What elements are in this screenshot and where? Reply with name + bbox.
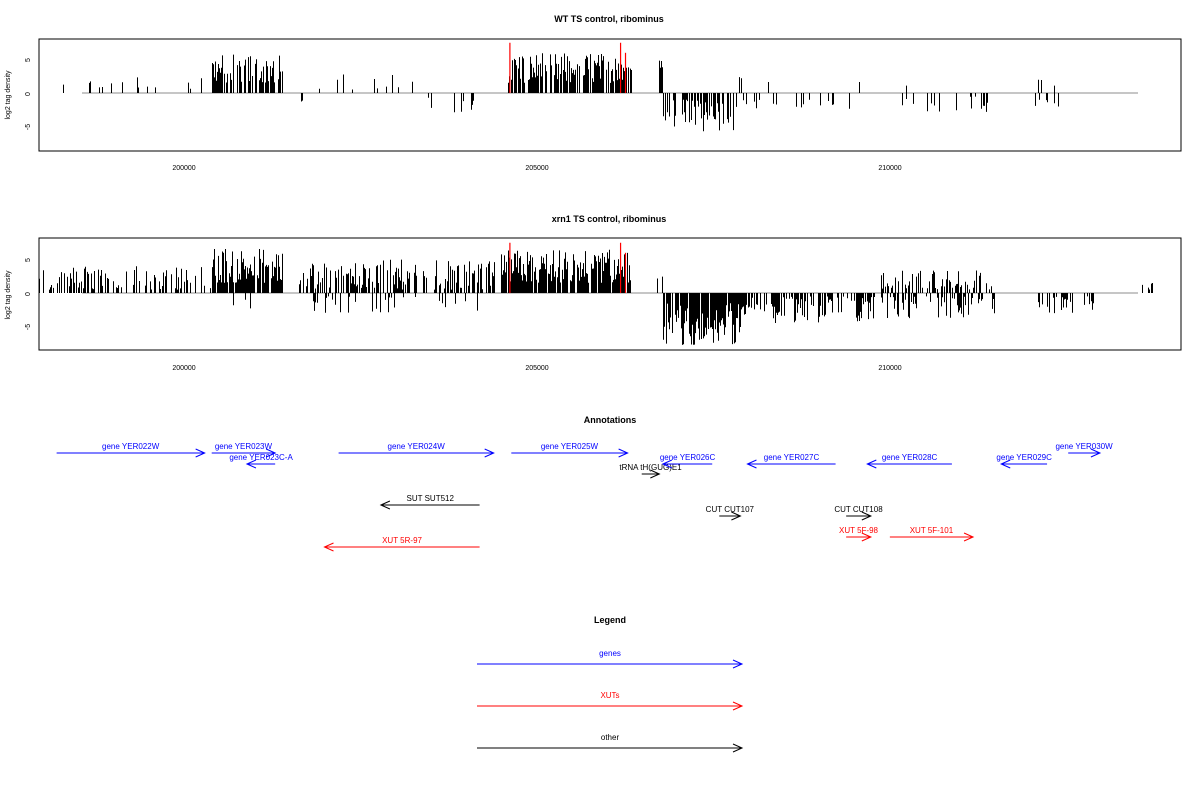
feature-label-cut-cut107: CUT CUT107	[706, 505, 755, 514]
feature-arrow-gene-yer025w	[511, 448, 629, 458]
feature-arrow-gene-yer029c	[1000, 459, 1048, 469]
feature-label-gene-yer028c: gene YER028C	[882, 453, 938, 462]
xrn1-plot-frame	[38, 237, 1182, 351]
xrn1-panel-title: xrn1 TS control, ribominus	[552, 214, 667, 224]
feature-label-xut-5f-98: XUT 5F-98	[839, 526, 879, 535]
feature-arrow-sut-sut512	[379, 500, 480, 510]
wt-x-ticks: 200000 205000 210000	[172, 165, 901, 172]
legend-label-gene: genes	[599, 649, 621, 658]
feature-label-xut-5f-101: XUT 5F-101	[910, 526, 954, 535]
feature-label-gene-yer026c: gene YER026C	[660, 453, 716, 462]
wt-xtick-200000: 200000	[172, 165, 195, 172]
feature-label-trna-th-gug-e1: tRNA tH(GUG)E1	[619, 463, 682, 472]
wt-xtick-205000: 205000	[525, 165, 548, 172]
feature-label-gene-yer024w: gene YER024W	[388, 442, 446, 451]
legend-arrow-gene	[477, 659, 744, 669]
feature-label-gene-yer023w: gene YER023W	[215, 442, 273, 451]
wt-density-panel: WT TS control, ribominus log2 tag densit…	[5, 14, 1182, 172]
xrn1-xtick-205000: 205000	[525, 365, 548, 372]
legend: Legend genes XUTs other	[477, 615, 744, 753]
xrn1-bars	[39, 249, 1153, 345]
annotations-title: Annotations	[584, 415, 637, 425]
feature-arrow-cut-cut107	[719, 511, 742, 521]
xrn1-xtick-200000: 200000	[172, 365, 195, 372]
feature-label-cut-cut108: CUT CUT108	[834, 505, 883, 514]
wt-ytick-0: 0	[25, 92, 32, 96]
feature-arrow-cut-cut108	[846, 511, 873, 521]
feature-arrow-gene-yer027c	[746, 459, 836, 469]
feature-arrow-gene-yer030w	[1068, 448, 1102, 458]
xrn1-x-ticks: 200000 205000 210000	[172, 365, 901, 372]
feature-arrow-xut-5f-101	[889, 532, 975, 542]
feature-label-gene-yer029c: gene YER029C	[996, 453, 1052, 462]
feature-label-gene-yer023c-a: gene YER023C-A	[229, 453, 293, 462]
legend-items: genes XUTs other	[477, 649, 744, 753]
wt-y-axis-label: log2 tag density	[5, 70, 12, 120]
feature-arrow-gene-yer026c	[661, 459, 713, 469]
wt-ytick-minus5: -5	[25, 124, 32, 130]
wt-plot-frame	[38, 38, 1182, 152]
feature-label-xut-5r-97: XUT 5R-97	[382, 536, 422, 545]
annotations-track: Annotations gene YER022W gene YER023Wgene…	[56, 415, 1113, 552]
wt-panel-title: WT TS control, ribominus	[554, 14, 664, 24]
feature-label-gene-yer022w: gene YER022W	[102, 442, 160, 451]
legend-arrow-xut	[477, 701, 744, 711]
xrn1-y-axis-label: log2 tag density	[5, 270, 12, 320]
xrn1-ytick-minus5: -5	[25, 324, 32, 330]
annotation-features: gene YER022W gene YER023W gene YER023C-A ge…	[56, 442, 1113, 552]
feature-label-gene-yer030w: gene YER030W	[1055, 442, 1113, 451]
wt-bars	[63, 53, 1059, 132]
feature-label-gene-yer027c: gene YER027C	[764, 453, 820, 462]
feature-label-gene-yer025w: gene YER025W	[541, 442, 599, 451]
wt-ytick-5: 5	[25, 58, 32, 62]
xrn1-ytick-5: 5	[25, 258, 32, 262]
legend-label-xut: XUTs	[600, 691, 619, 700]
feature-arrow-gene-yer023c-a	[245, 459, 276, 469]
feature-arrow-gene-yer028c	[866, 459, 952, 469]
xrn1-xtick-210000: 210000	[878, 365, 901, 372]
feature-arrow-gene-yer023w	[211, 448, 277, 458]
wt-y-ticks: 5 0 -5	[25, 58, 32, 130]
feature-label-sut-sut512: SUT SUT512	[407, 494, 455, 503]
xrn1-highlight-bars	[509, 242, 627, 293]
wt-highlight-bars	[509, 42, 627, 93]
feature-arrow-gene-yer022w	[56, 448, 206, 458]
xrn1-density-panel: xrn1 TS control, ribominus log2 tag dens…	[5, 214, 1182, 372]
wt-xtick-210000: 210000	[878, 165, 901, 172]
legend-arrow-other	[477, 743, 744, 753]
legend-title: Legend	[594, 615, 626, 625]
feature-arrow-trna-th-gug-e1	[641, 469, 661, 479]
feature-arrow-gene-yer024w	[338, 448, 495, 458]
legend-label-other: other	[601, 733, 620, 742]
feature-arrow-xut-5f-98	[846, 532, 873, 542]
xrn1-y-ticks: 5 0 -5	[25, 258, 32, 330]
feature-arrow-xut-5r-97	[323, 542, 480, 552]
xrn1-ytick-0: 0	[25, 292, 32, 296]
